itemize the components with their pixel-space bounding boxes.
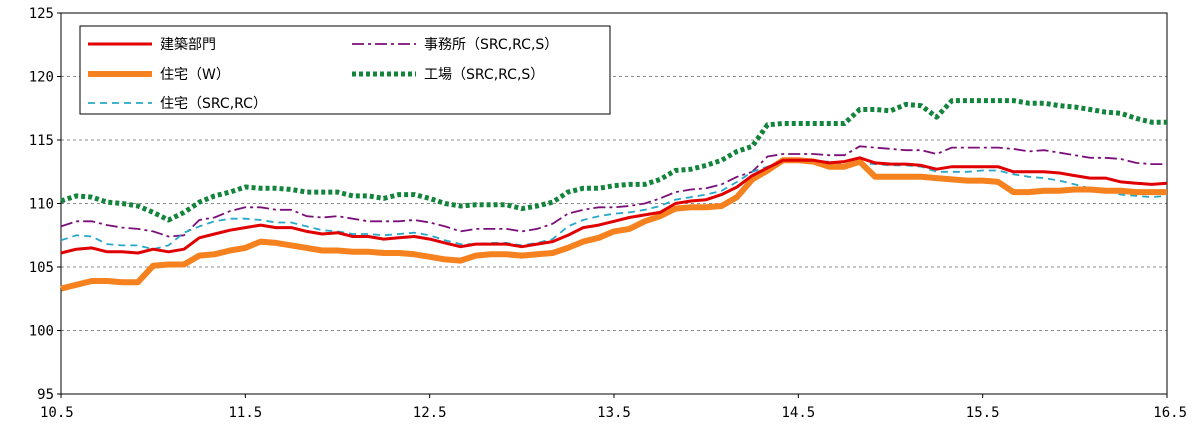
y-tick-label: 120 (29, 70, 54, 86)
series-line-0 (60, 156, 1168, 255)
x-axis: 10.5 11.5 12.5 13.5 14.5 15.5 16.5 (40, 394, 1187, 421)
y-tick-label: 105 (29, 260, 54, 276)
series-line-2 (60, 160, 1168, 251)
y-tick-label: 100 (29, 324, 54, 340)
gridlines (61, 76, 1167, 331)
x-tick-label: 11.5 (228, 405, 262, 421)
series-lines (60, 98, 1168, 292)
series-line-3 (60, 145, 1167, 238)
legend-label: 建築部門 (160, 37, 216, 53)
legend-label: 工場（SRC,RC,S） (424, 67, 544, 83)
y-tick-label: 95 (37, 387, 54, 403)
legend-label: 住宅（W） (160, 67, 230, 83)
y-tick-label: 110 (29, 197, 54, 213)
x-tick-label: 16.5 (1153, 405, 1187, 421)
x-tick-label: 13.5 (597, 405, 631, 421)
x-tick-label: 12.5 (413, 405, 447, 421)
legend-label: 事務所（SRC,RC,S） (424, 37, 558, 53)
x-tick-label: 10.5 (40, 405, 74, 421)
x-tick-label: 15.5 (966, 405, 1000, 421)
series-line-4 (60, 98, 1167, 223)
y-tick-label: 125 (29, 6, 54, 22)
series-line-1 (60, 157, 1167, 292)
legend-label: 住宅（SRC,RC） (160, 96, 267, 112)
x-tick-label: 14.5 (781, 405, 815, 421)
y-axis: 95 100 105 110 115 120 125 (29, 6, 61, 403)
legend-box (79, 25, 611, 115)
y-tick-label: 115 (29, 133, 54, 149)
